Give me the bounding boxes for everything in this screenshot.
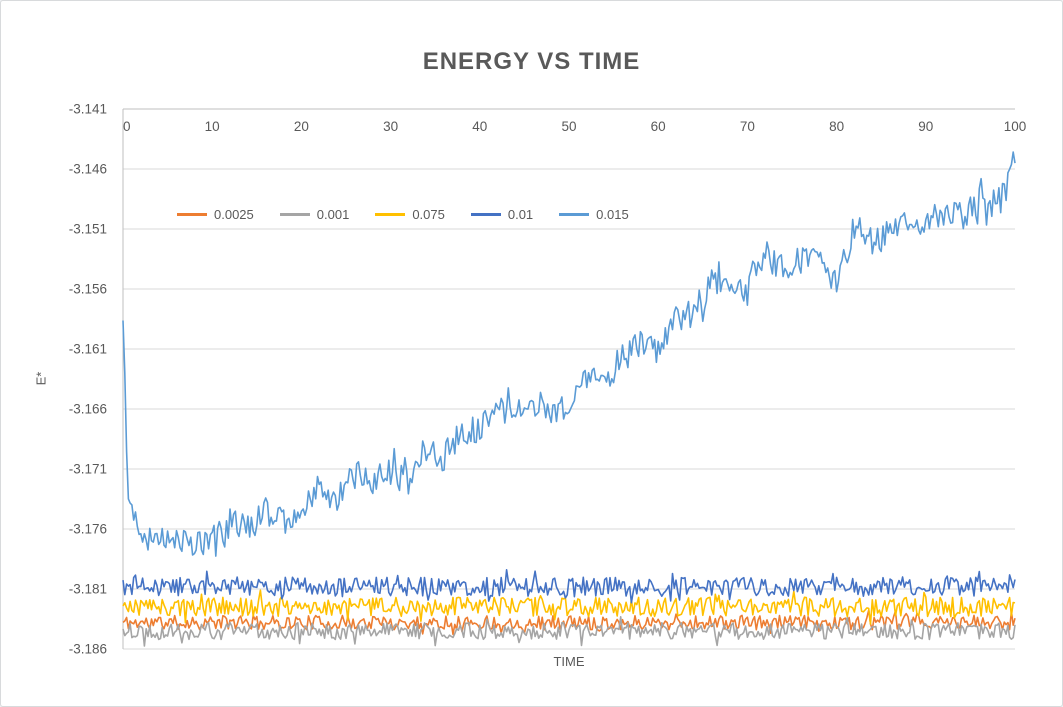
y-tick-label: -3.166	[69, 402, 107, 417]
chart-legend: 0.0025 0.001 0.075 0.01 0.015	[177, 207, 629, 222]
x-axis-title: TIME	[553, 654, 585, 669]
legend-item-0.0025[interactable]: 0.0025	[177, 207, 254, 222]
series-line-0.075	[122, 589, 1016, 625]
y-tick-label: -3.161	[69, 342, 107, 357]
x-tick-label: 100	[1004, 119, 1027, 134]
y-tick-label: -3.176	[69, 522, 107, 537]
x-tick-label: 10	[205, 119, 220, 134]
legend-label: 0.015	[596, 207, 629, 222]
x-tick-label: 70	[740, 119, 755, 134]
legend-label: 0.01	[507, 207, 534, 222]
legend-swatch-0.0025	[177, 213, 207, 216]
legend-item-0.015[interactable]: 0.015	[559, 207, 629, 222]
legend-swatch-0.001	[279, 213, 310, 216]
y-tick-label: -3.156	[69, 282, 107, 297]
x-tick-label: 20	[294, 119, 309, 134]
y-tick-label: -3.181	[69, 582, 107, 597]
x-tick-label: 60	[651, 119, 666, 134]
legend-item-0.01[interactable]: 0.01	[470, 207, 534, 222]
x-tick-label: 0	[123, 119, 131, 134]
x-tick-label: 30	[383, 119, 398, 134]
legend-swatch-0.075	[375, 213, 406, 216]
legend-item-0.001[interactable]: 0.001	[279, 207, 350, 222]
x-tick-label: 80	[829, 119, 844, 134]
series-line-0.015	[122, 151, 1016, 557]
legend-swatch-0.015	[559, 213, 590, 216]
x-tick-label: 50	[561, 119, 576, 134]
y-tick-label: -3.186	[69, 642, 107, 657]
series-line-0.01	[122, 569, 1016, 604]
x-tick-label: 90	[918, 119, 933, 134]
series-line-0.001	[122, 616, 1016, 647]
y-axis-title: E*	[33, 371, 49, 386]
chart-title: ENERGY VS TIME	[422, 48, 641, 75]
y-tick-label: -3.141	[69, 102, 107, 117]
y-tick-label: -3.151	[69, 222, 107, 237]
legend-label: 0.075	[412, 207, 445, 222]
series-line-0.0025	[122, 609, 1016, 636]
y-tick-label: -3.146	[69, 162, 107, 177]
legend-swatch-0.01	[470, 213, 501, 216]
y-tick-label: -3.171	[69, 462, 107, 477]
legend-label: 0.001	[316, 207, 350, 222]
x-tick-label: 40	[472, 119, 487, 134]
legend-item-0.075[interactable]: 0.075	[375, 207, 445, 222]
legend-label: 0.0025	[214, 207, 254, 222]
